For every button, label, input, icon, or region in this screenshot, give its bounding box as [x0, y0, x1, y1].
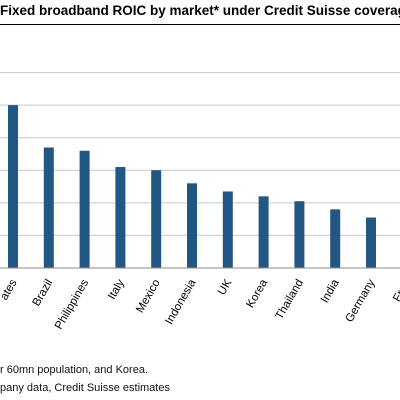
footnote-source-scope: r 60mn population, and Korea. [0, 364, 148, 376]
x-tick-label: Brazil [31, 278, 56, 309]
bar-italy [115, 167, 126, 268]
bar-india [330, 209, 341, 268]
x-tick-label: Philippines [53, 277, 91, 331]
x-tick-label: Fran [391, 278, 400, 304]
x-tick-label: Indonesia [163, 277, 199, 327]
x-tick-label: Italy [106, 277, 127, 301]
bar-germany [366, 217, 376, 268]
x-tick-label: UK [216, 277, 235, 297]
gridlines [0, 72, 400, 236]
x-tick-label: India [319, 277, 342, 305]
bar-ates [8, 105, 18, 269]
x-tick-label: Mexico [134, 278, 163, 316]
chart-title: Fixed broadband ROIC by market* under Cr… [0, 3, 400, 18]
chart-title-bar: Fixed broadband ROIC by market* under Cr… [0, 0, 400, 25]
bar-mexico [151, 170, 162, 268]
footnote-source: pany data, Credit Suisse estimates [0, 382, 170, 394]
bar-indonesia [187, 183, 197, 268]
bar-thailand [294, 201, 305, 268]
x-tick-label: ates [0, 277, 20, 302]
bar-uk [222, 191, 233, 268]
x-tick-label: Korea [244, 277, 270, 310]
x-tick-label: Germany [344, 277, 378, 324]
bar-philippines [79, 150, 90, 268]
bar-korea [258, 196, 269, 268]
bar-brazil [43, 147, 54, 268]
x-tick-label: Thailand [274, 278, 306, 322]
bars [8, 105, 376, 269]
